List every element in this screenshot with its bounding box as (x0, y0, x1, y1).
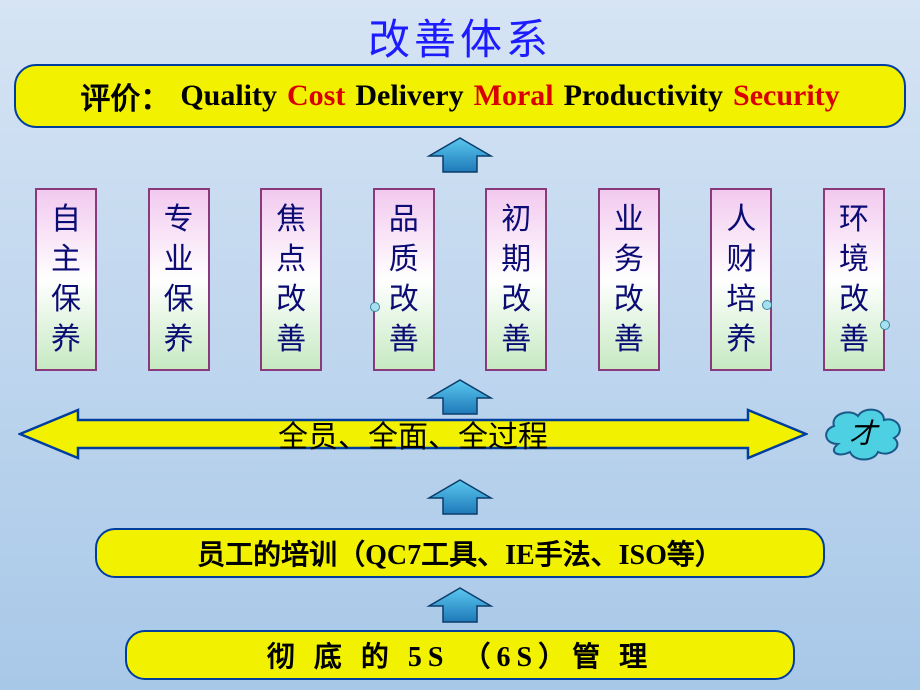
cloud-shape: 才 (818, 404, 908, 460)
decorative-dot (370, 302, 380, 312)
decorative-dot (880, 320, 890, 330)
banner-row: 全员、全面、全过程 才 (18, 406, 908, 462)
pillar-7-label: 人财培养 (726, 200, 756, 360)
metric-moral: Moral (474, 79, 554, 113)
pillar-6: 业务改善 (598, 188, 660, 371)
banner-label: 全员、全面、全过程 (18, 412, 808, 456)
pillar-3: 焦点改善 (260, 188, 322, 371)
pillar-5-label: 初期改善 (501, 200, 531, 360)
page-title: 改善体系 (0, 6, 920, 67)
pillar-4-label: 品质改善 (389, 200, 419, 360)
pillar-2-label: 专业保养 (164, 200, 194, 360)
cloud-label: 才 (849, 412, 877, 452)
pillar-4: 品质改善 (373, 188, 435, 371)
pillar-5: 初期改善 (485, 188, 547, 371)
metric-quality: Quality (180, 79, 277, 113)
arrow-up-4 (425, 586, 495, 626)
pillar-8-label: 环境改善 (839, 200, 869, 360)
evaluation-prefix: 评价： (80, 74, 170, 118)
pillar-2: 专业保养 (148, 188, 210, 371)
pillar-3-label: 焦点改善 (276, 200, 306, 360)
metric-cost: Cost (287, 79, 345, 113)
pillar-7: 人财培养 (710, 188, 772, 371)
pillar-6-label: 业务改善 (614, 200, 644, 360)
arrow-up-1 (425, 136, 495, 176)
training-label: 员工的培训（QC7工具、IE手法、ISO等） (197, 533, 723, 573)
pillar-1-label: 自主保养 (51, 200, 81, 360)
metric-security: Security (733, 79, 840, 113)
pillar-1: 自主保养 (35, 188, 97, 371)
metric-delivery: Delivery (355, 79, 463, 113)
foundation-box: 彻 底 的 5S （6S）管 理 (125, 630, 795, 680)
decorative-dot (762, 300, 772, 310)
evaluation-box: 评价： Quality Cost Delivery Moral Producti… (14, 64, 906, 128)
metric-productivity: Productivity (564, 79, 723, 113)
pillar-8: 环境改善 (823, 188, 885, 371)
foundation-label: 彻 底 的 5S （6S）管 理 (267, 635, 653, 675)
pillars-row: 自主保养 专业保养 焦点改善 品质改善 初期改善 业务改善 人财培养 环境改善 (35, 188, 885, 371)
diagram-canvas: 改善体系 评价： Quality Cost Delivery Moral Pro… (0, 0, 920, 690)
arrow-up-3 (425, 478, 495, 518)
training-box: 员工的培训（QC7工具、IE手法、ISO等） (95, 528, 825, 578)
